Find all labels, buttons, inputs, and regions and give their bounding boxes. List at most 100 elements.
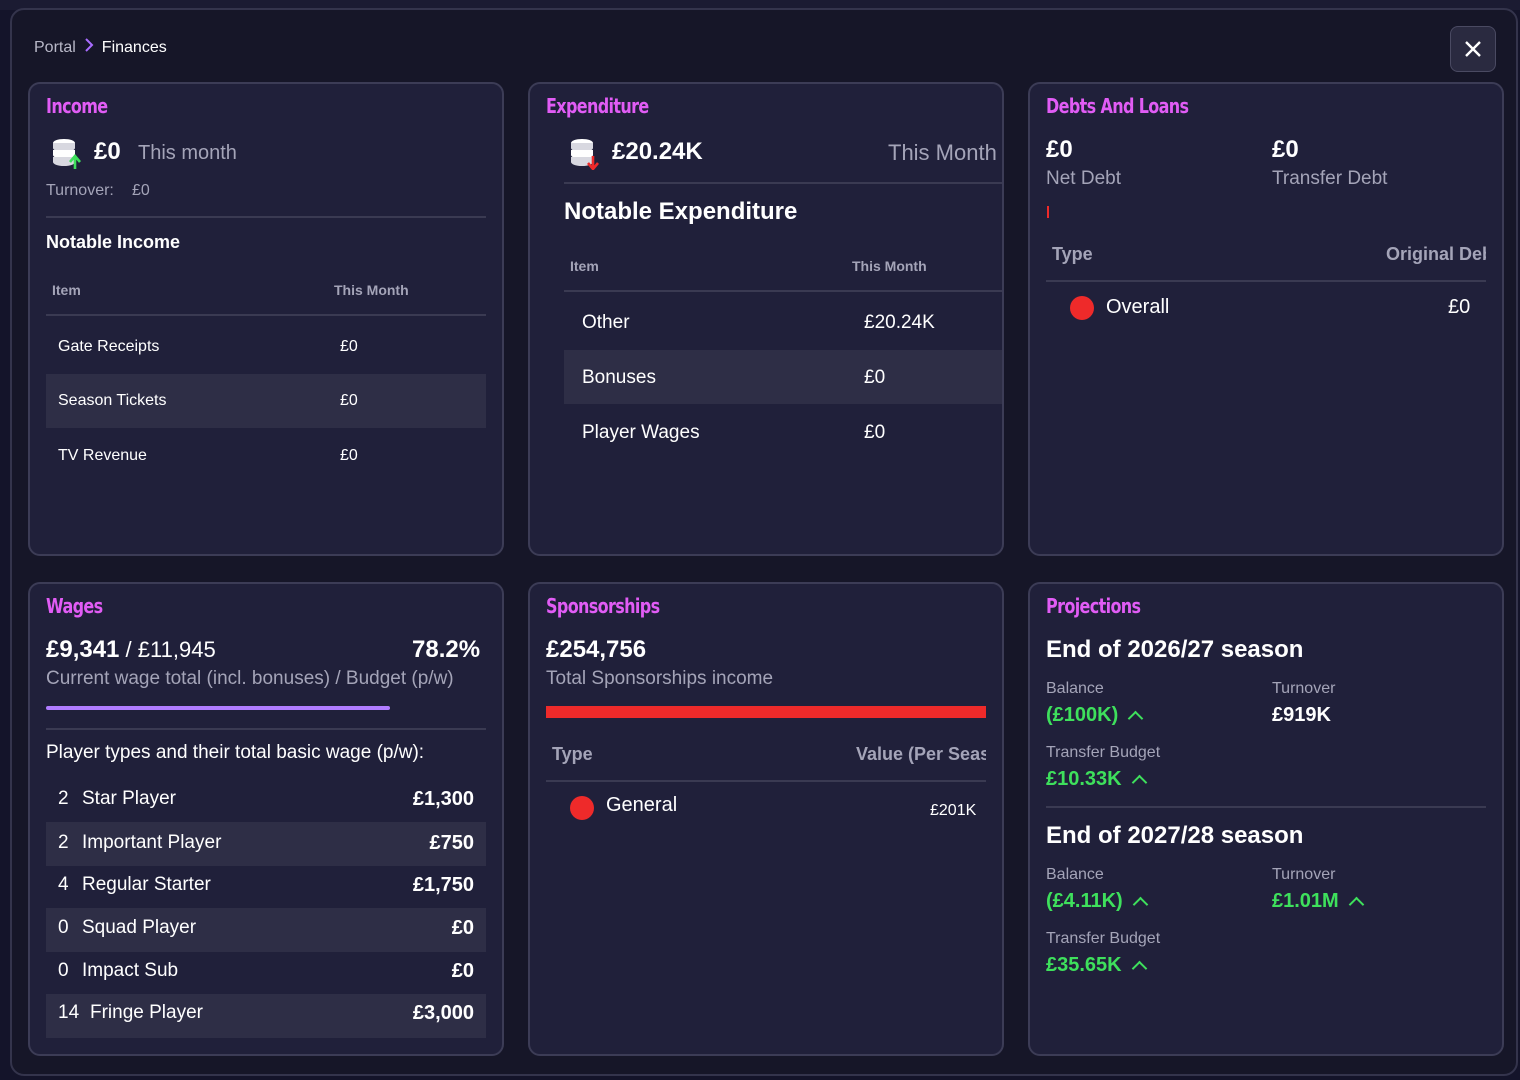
income-row-item: Gate Receipts [58, 338, 160, 355]
debts-card: Debts And Loans £0 Net Debt £0 Transfer … [1028, 82, 1504, 556]
player-type-wage: £0 [451, 917, 474, 939]
table-row-highlight [46, 374, 486, 428]
transfer-budget-value: £10.33K [1046, 768, 1147, 791]
player-type-count: 4 [58, 874, 69, 895]
expenditure-row-item: Other [582, 312, 630, 333]
player-type-count: 14 [58, 1002, 80, 1023]
transfer-debt-value: £0 [1272, 136, 1299, 163]
income-col-item: Item [52, 282, 81, 298]
player-type-name: Impact Sub [82, 960, 179, 981]
notable-income-title: Notable Income [46, 232, 181, 252]
player-type-wage: £750 [429, 832, 475, 854]
sponsorships-amount: £254,756 [546, 636, 647, 663]
income-period: This month [138, 142, 237, 164]
transfer-budget-label: Transfer Budget [1046, 744, 1161, 761]
balance-amount: (£100K) [1046, 704, 1119, 726]
notable-expenditure-title: Notable Expenditure [564, 198, 798, 225]
sponsorships-caption: Total Sponsorships income [546, 668, 774, 689]
sponsorship-col-value: Value (Per Season) [856, 744, 986, 764]
player-type-name: Star Player [82, 788, 176, 809]
wages-budget: £11,945 [137, 637, 216, 662]
expenditure-card: Expenditure £20.24K This Month Notable E… [528, 82, 1004, 556]
close-icon [1465, 41, 1481, 57]
player-type-wage: £0 [451, 960, 474, 982]
transfer-budget-value: £35.65K [1046, 954, 1147, 977]
divider [46, 314, 486, 316]
season-heading: End of 2027/28 season [1046, 822, 1304, 849]
turnover-label: Turnover [1272, 680, 1336, 697]
wages-separator: / [125, 637, 132, 662]
breadcrumb-current: Finances [101, 38, 167, 56]
sponsorship-row-type: General [606, 794, 678, 816]
expenditure-row-value: £0 [864, 422, 886, 443]
expenditure-amount: £20.24K [612, 138, 703, 165]
sponsorships-table-header: Type Value (Per Season) [546, 740, 986, 770]
transfer-budget-amount: £10.33K [1046, 768, 1122, 790]
turnover-amount: £1.01M [1272, 890, 1339, 912]
income-title: Income [46, 94, 108, 118]
turnover-label: Turnover [1272, 866, 1336, 883]
divider [564, 182, 1002, 184]
player-type-name: Fringe Player [90, 1002, 203, 1023]
chevron-up-icon [1131, 774, 1147, 791]
income-row-item: TV Revenue [58, 447, 147, 464]
balance-value: (£4.11K) [1046, 890, 1148, 913]
breadcrumb-portal-link[interactable]: Portal [34, 38, 76, 56]
close-button[interactable] [1450, 26, 1496, 72]
income-card: Income £0 This month Turnover: £0 Notabl… [28, 82, 504, 556]
chevron-up-icon [1348, 896, 1364, 913]
debt-progress-bar [1047, 206, 1049, 218]
divider [1046, 806, 1486, 808]
turnover-label: Turnover: [46, 182, 114, 199]
coins-expense-icon [571, 139, 599, 170]
turnover-value: £0 [132, 182, 150, 199]
debt-row-value: £0 [1448, 296, 1471, 318]
divider [564, 290, 1002, 292]
player-type-wage: £1,750 [412, 874, 474, 896]
chevron-up-icon [1131, 960, 1147, 977]
player-type-count: 0 [58, 917, 69, 938]
income-row-value: £0 [340, 447, 358, 464]
wages-title: Wages [46, 594, 103, 618]
table-row-highlight [564, 350, 1002, 404]
wage-budget-progress-bar [46, 706, 390, 710]
sponsorship-status-dot [570, 796, 594, 820]
sponsorships-card: Sponsorships £254,756 Total Sponsorships… [528, 582, 1004, 1056]
background-strip [0, 0, 1520, 10]
player-type-name: Regular Starter [82, 874, 211, 895]
expenditure-row-item: Player Wages [582, 422, 700, 443]
chevron-up-icon [1132, 896, 1148, 913]
transfer-budget-amount: £35.65K [1046, 954, 1122, 976]
wages-percent: 78.2% [412, 636, 481, 663]
chevron-up-icon [1127, 710, 1144, 727]
list-item-highlight [46, 908, 486, 952]
transfer-budget-label: Transfer Budget [1046, 930, 1161, 947]
wages-caption: Current wage total (incl. bonuses) / Bud… [46, 668, 454, 689]
income-row-value: £0 [340, 392, 358, 409]
income-row-value: £0 [340, 338, 358, 355]
income-col-month: This Month [334, 282, 409, 298]
player-type-name: Important Player [82, 832, 222, 853]
wages-current: £9,341 [46, 636, 120, 663]
expenditure-col-month: This Month [852, 258, 927, 274]
balance-label: Balance [1046, 680, 1104, 697]
transfer-debt-label: Transfer Debt [1272, 168, 1388, 189]
debts-col-original: Original Debt [1386, 244, 1486, 264]
divider [46, 216, 486, 218]
balance-amount: (£4.11K) [1046, 890, 1123, 912]
debts-col-type: Type [1052, 244, 1093, 264]
projections-title: Projections [1046, 594, 1141, 618]
divider [1046, 280, 1486, 282]
expenditure-title: Expenditure [546, 94, 649, 118]
season-heading: End of 2026/27 season [1046, 636, 1304, 663]
expenditure-period: This Month [888, 140, 997, 165]
debts-table-header: Type Original Debt [1046, 240, 1486, 270]
player-type-wage: £1,300 [412, 788, 474, 810]
wages-card: Wages £9,341 / £11,945 78.2% Current wag… [28, 582, 504, 1056]
projections-card: Projections End of 2026/27 season Balanc… [1028, 582, 1504, 1056]
debts-title: Debts And Loans [1046, 94, 1189, 118]
balance-label: Balance [1046, 866, 1104, 883]
player-type-name: Squad Player [82, 917, 197, 938]
divider [46, 728, 486, 730]
wage-types-heading: Player types and their total basic wage … [46, 742, 425, 763]
